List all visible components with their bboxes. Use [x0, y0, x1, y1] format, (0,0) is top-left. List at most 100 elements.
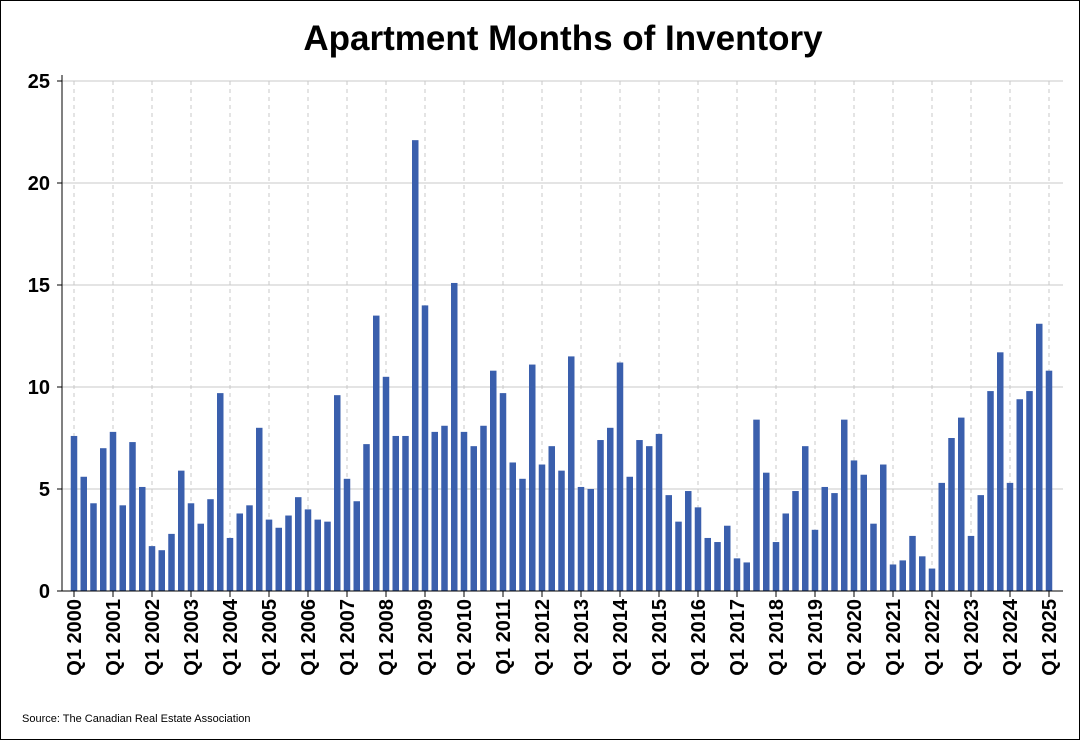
x-tick-label: Q1 2010 [454, 599, 476, 676]
bar [509, 462, 516, 591]
bar [256, 427, 263, 591]
bar [811, 529, 819, 591]
bar [275, 527, 282, 591]
bar [529, 364, 536, 591]
bar [880, 464, 887, 591]
bar [100, 448, 107, 591]
bar [568, 356, 575, 591]
bar [285, 515, 292, 591]
bar [577, 486, 585, 591]
bar [402, 435, 409, 591]
bar [928, 568, 936, 591]
bar [724, 525, 731, 591]
bar [412, 140, 419, 591]
bar [743, 562, 750, 591]
bar [90, 503, 97, 591]
bar [1045, 370, 1053, 591]
bar [919, 556, 926, 591]
bar [343, 478, 351, 591]
bar [168, 533, 175, 591]
bar [889, 564, 897, 591]
bar [441, 425, 448, 591]
bar [236, 513, 243, 591]
x-tick-label: Q1 2001 [103, 599, 125, 676]
chart-title: Apartment Months of Inventory [303, 19, 823, 58]
bar [607, 427, 614, 591]
bar [860, 474, 867, 591]
bar [558, 470, 565, 591]
x-tick-label: Q1 2021 [883, 599, 905, 676]
bar [382, 376, 390, 591]
bar [997, 352, 1004, 591]
bar [831, 493, 838, 591]
bar [636, 440, 643, 591]
y-tick-label: 20 [28, 173, 50, 195]
bar [334, 395, 341, 591]
bar [470, 446, 477, 591]
x-tick-label: Q1 2014 [610, 598, 632, 676]
bar [909, 535, 916, 591]
bar [821, 486, 828, 591]
bar [665, 495, 672, 591]
bar [129, 442, 136, 591]
bar [70, 435, 78, 591]
bar [675, 521, 682, 591]
bar [772, 542, 780, 591]
bar [80, 476, 87, 591]
x-tick-label: Q1 2020 [844, 599, 866, 676]
bar [363, 444, 370, 591]
bar [158, 550, 165, 591]
x-tick-label: Q1 2024 [1000, 598, 1022, 676]
bar [841, 419, 848, 591]
bar [938, 482, 945, 591]
bar [548, 446, 555, 591]
bar [353, 501, 360, 591]
x-tick-label: Q1 2017 [727, 599, 749, 676]
bar [460, 431, 468, 591]
bar [109, 431, 117, 591]
bar [431, 431, 438, 591]
bar [392, 435, 399, 591]
bar [733, 558, 741, 591]
bar [792, 491, 799, 591]
bar [1026, 391, 1033, 591]
x-tick-label: Q1 2011 [493, 599, 515, 675]
horizontal-gridlines [62, 80, 1063, 490]
bar [870, 523, 877, 591]
bar [802, 446, 809, 591]
bar [987, 391, 994, 591]
bar [197, 523, 204, 591]
bar [538, 464, 546, 591]
bar [899, 560, 906, 591]
x-tick-label: Q1 2003 [181, 599, 203, 676]
bar [119, 505, 126, 591]
y-tick-label: 25 [28, 71, 50, 93]
bar [421, 305, 429, 591]
bar [139, 486, 146, 591]
bar [958, 417, 965, 591]
x-tick-label: Q1 2016 [688, 599, 710, 676]
bar [178, 470, 185, 591]
bar [324, 521, 331, 591]
bar [148, 546, 156, 591]
bar [694, 507, 702, 591]
bar [763, 472, 770, 591]
bar [451, 282, 458, 591]
bar [714, 542, 721, 591]
x-tick-label: Q1 2009 [415, 599, 437, 676]
y-tick-label: 10 [28, 377, 50, 399]
bar [967, 535, 975, 591]
bar [704, 537, 711, 591]
y-tick-label: 0 [39, 581, 50, 603]
x-tick-label: Q1 2000 [64, 599, 86, 676]
bar [685, 491, 692, 591]
x-tick-label: Q1 2012 [532, 599, 554, 676]
x-tick-label: Q1 2004 [220, 598, 242, 676]
bars [70, 140, 1053, 591]
bar [499, 393, 507, 591]
bar [480, 425, 487, 591]
bar [948, 438, 955, 591]
x-tick-label: Q1 2008 [376, 599, 398, 676]
bar [616, 362, 624, 591]
